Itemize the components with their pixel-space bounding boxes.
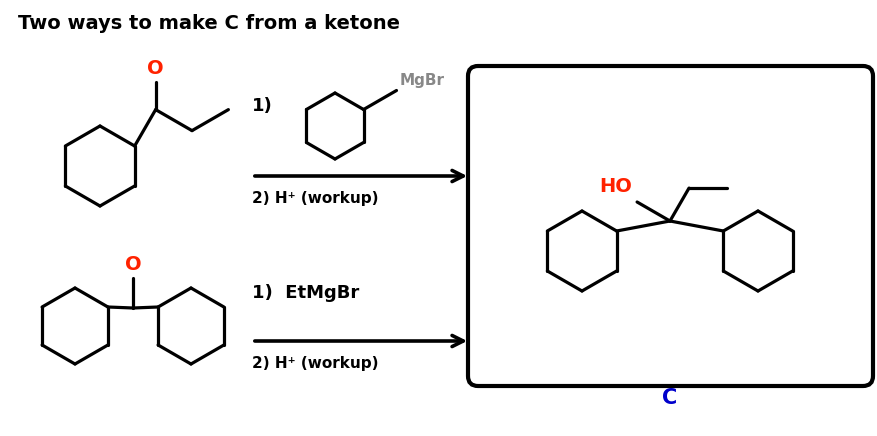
Text: 1)  EtMgBr: 1) EtMgBr xyxy=(252,284,359,302)
Text: 1): 1) xyxy=(252,97,273,115)
Text: MgBr: MgBr xyxy=(399,72,444,88)
FancyBboxPatch shape xyxy=(467,66,872,386)
Text: O: O xyxy=(125,255,141,274)
Text: Two ways to make C from a ketone: Two ways to make C from a ketone xyxy=(18,14,400,33)
Text: 2) H⁺ (workup): 2) H⁺ (workup) xyxy=(252,355,378,371)
Text: 2) H⁺ (workup): 2) H⁺ (workup) xyxy=(252,191,378,205)
Text: HO: HO xyxy=(598,177,631,196)
Text: O: O xyxy=(147,58,164,78)
Text: C: C xyxy=(661,388,677,408)
